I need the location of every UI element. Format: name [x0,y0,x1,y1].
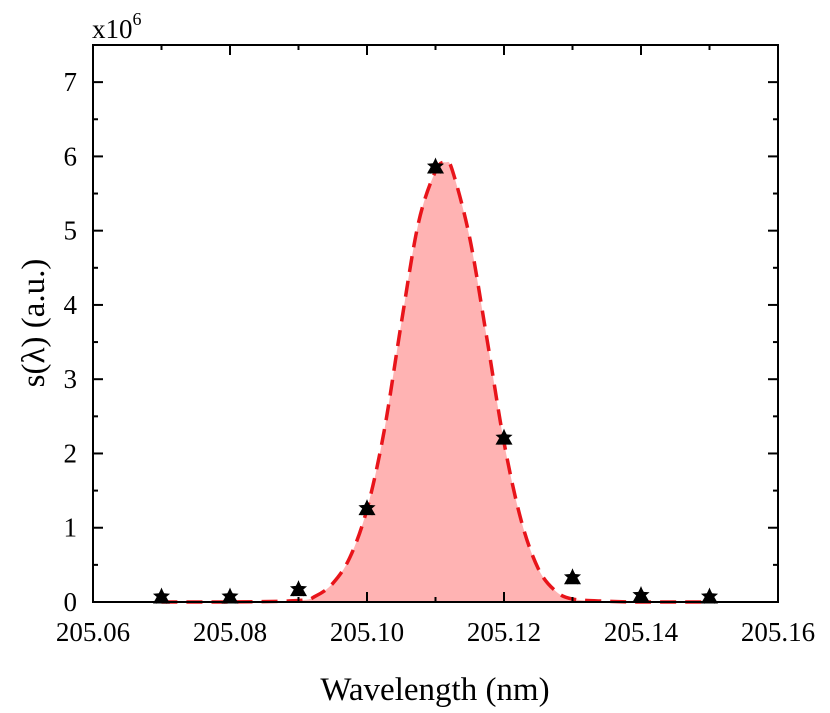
star-marker [358,499,376,516]
star-marker [700,587,719,604]
y-tick-label: 7 [64,67,78,97]
data-point [495,428,513,445]
x-axis-title: Wavelength (nm) [320,672,549,708]
data-point [358,499,376,516]
y-tick-label: 4 [64,290,78,320]
y-tick-label: 3 [64,364,78,394]
x-tick-label: 205.12 [467,617,541,647]
data-point [289,580,308,597]
marker-layer [152,157,719,604]
y-multiplier: x106 [92,9,142,44]
star-marker [563,568,582,585]
x-tick-label: 205.06 [56,617,130,647]
y-axis-title: s(λ) (a.u.) [16,259,52,388]
x-tick-label: 205.16 [741,617,815,647]
label-layer: 205.06 205.08 205.10 205.12 205.14 205.16 0 1 2 3… [56,67,815,647]
y-tick-label: 0 [64,587,78,617]
fit-layer [161,160,710,604]
x-tick-label: 205.08 [193,617,267,647]
tick-layer [92,45,779,603]
data-point [152,587,171,604]
fit-area [161,161,710,602]
star-marker [495,428,513,445]
star-marker [289,580,308,597]
y-tick-label: 6 [64,141,78,171]
data-point [426,157,445,174]
data-point [563,568,582,585]
star-marker [152,587,171,604]
data-point [700,587,719,604]
x-tick-label: 205.14 [604,617,679,647]
x-tick-label: 205.10 [330,617,404,647]
star-marker [426,157,445,174]
y-tick-label: 5 [64,216,78,246]
y-tick-label: 2 [64,438,78,468]
y-tick-label: 1 [64,513,78,543]
